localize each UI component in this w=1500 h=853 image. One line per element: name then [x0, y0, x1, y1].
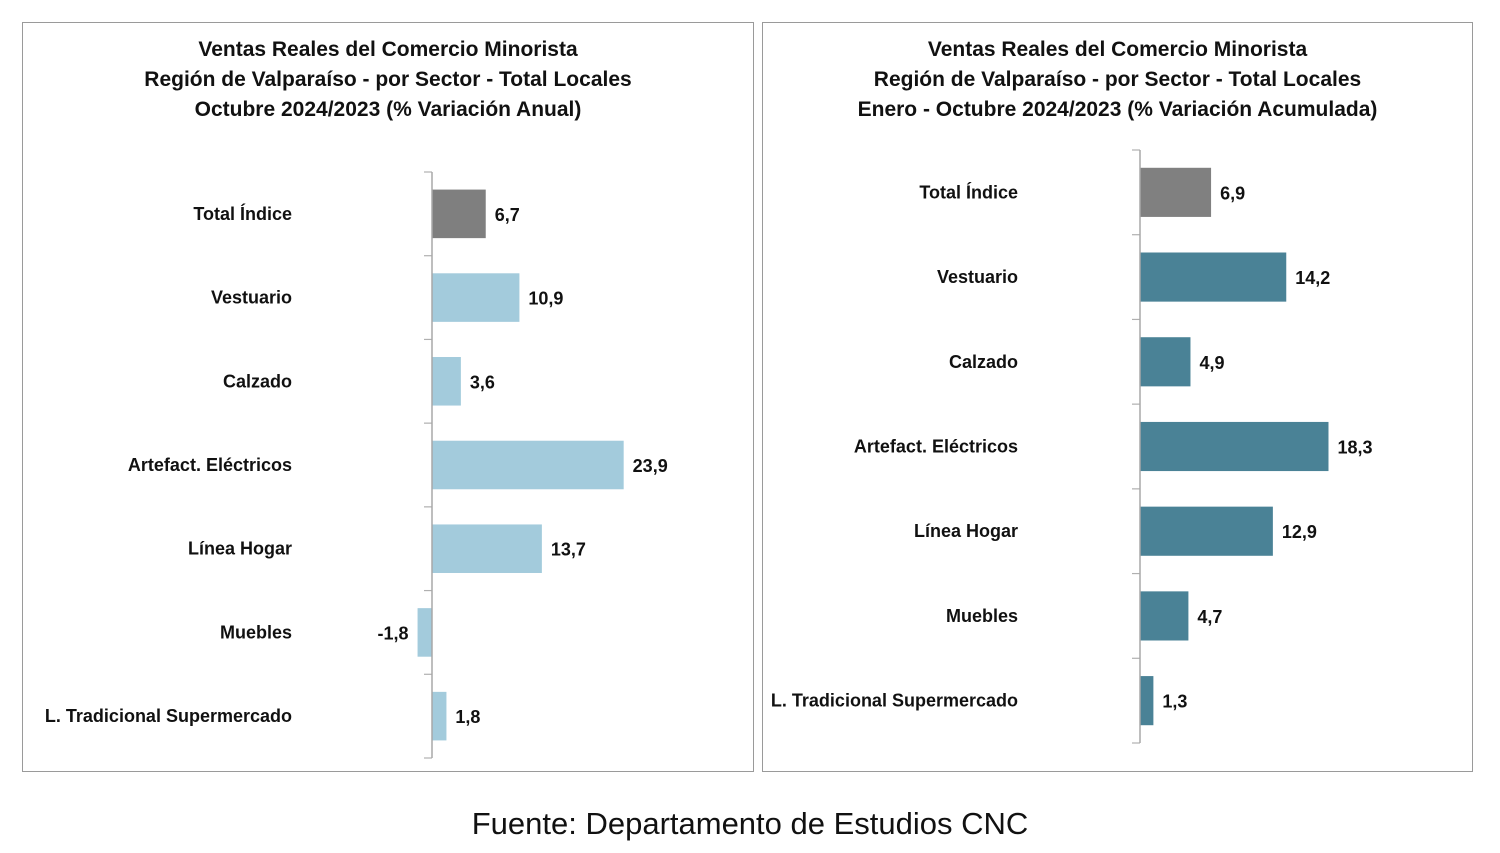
data-label: -1,8: [378, 623, 409, 643]
category-label: Calzado: [949, 352, 1018, 372]
data-label: 1,8: [455, 707, 480, 727]
data-label: 14,2: [1295, 268, 1330, 288]
chart-title-line-2: Región de Valparaíso - por Sector - Tota…: [873, 68, 1362, 91]
chart-title-line-3: Enero - Octubre 2024/2023 (% Variación A…: [857, 98, 1378, 121]
category-label: Total Índice: [193, 203, 292, 224]
category-label: L. Tradicional Supermercado: [771, 691, 1018, 711]
category-label: Línea Hogar: [914, 521, 1018, 541]
bar: [432, 357, 461, 406]
data-label: 3,6: [470, 372, 495, 392]
source-note: Fuente: Departamento de Estudios CNC: [471, 806, 1029, 841]
chart-panel-cumulative: Ventas Reales del Comercio Minorista Reg…: [762, 22, 1473, 772]
bar: [417, 608, 432, 657]
data-label: 6,9: [1220, 183, 1245, 203]
data-label: 1,3: [1162, 692, 1187, 712]
bar: [432, 273, 520, 322]
data-label: 4,7: [1197, 607, 1222, 627]
category-label: Vestuario: [211, 288, 292, 308]
bar: [432, 524, 542, 573]
category-label: Línea Hogar: [188, 539, 292, 559]
data-label: 13,7: [551, 540, 586, 560]
chart-title: Ventas Reales del Comercio Minorista Reg…: [23, 35, 753, 125]
data-label: 6,7: [495, 205, 520, 225]
chart-title: Ventas Reales del Comercio Minorista Reg…: [763, 35, 1472, 125]
bar-chart-cumulative: Total Índice 6,9 Vestuario 14,2 Calzado 4,9 Ar…: [771, 149, 1373, 744]
bar: [432, 189, 486, 239]
bar: [1140, 167, 1212, 217]
category-label: L. Tradicional Supermercado: [45, 706, 292, 726]
data-label: 4,9: [1199, 353, 1224, 373]
category-label: Muebles: [220, 622, 292, 642]
chart-title-line-1: Ventas Reales del Comercio Minorista: [198, 38, 578, 61]
bar: [432, 691, 447, 741]
bar: [1140, 591, 1189, 641]
bar: [1140, 252, 1287, 302]
data-label: 12,9: [1282, 522, 1317, 542]
bar: [1140, 506, 1273, 556]
chart-title-line-3: Octubre 2024/2023 (% Variación Anual): [194, 98, 582, 121]
data-label: 18,3: [1337, 438, 1372, 458]
bar: [432, 440, 624, 490]
data-label: 23,9: [633, 456, 668, 476]
chart-title-line-1: Ventas Reales del Comercio Minorista: [927, 38, 1308, 61]
category-label: Total Índice: [919, 181, 1018, 202]
bar: [1140, 421, 1329, 472]
category-label: Calzado: [223, 371, 292, 391]
data-label: 10,9: [528, 289, 563, 309]
bar: [1140, 337, 1191, 387]
category-label: Muebles: [946, 606, 1018, 626]
bar: [1140, 676, 1154, 726]
category-label: Artefact. Eléctricos: [128, 455, 292, 475]
chart-title-line-2: Región de Valparaíso - por Sector - Tota…: [144, 68, 632, 91]
bar-chart-annual: Total Índice 6,7 Vestuario 10,9 Calzado 3,6 Ar…: [45, 171, 668, 759]
category-label: Vestuario: [937, 267, 1018, 287]
category-label: Artefact. Eléctricos: [854, 437, 1018, 457]
chart-panel-annual: Ventas Reales del Comercio Minorista Reg…: [22, 22, 754, 772]
